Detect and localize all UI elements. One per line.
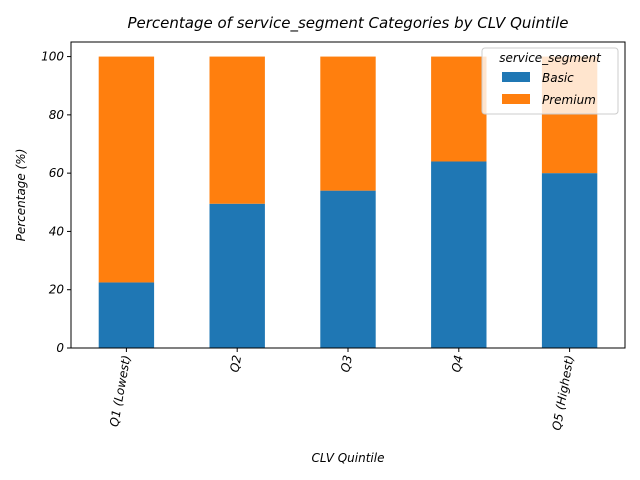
bar-basic-5	[541, 173, 598, 348]
legend-label-basic: Basic	[542, 71, 574, 85]
y-axis-label: Percentage (%)	[14, 149, 28, 242]
bar-basic-3	[320, 190, 376, 348]
legend-swatch-premium	[502, 94, 530, 104]
bar-premium-1	[98, 56, 155, 283]
x-axis-label: CLV Quintile	[312, 451, 385, 465]
bar-premium-3	[320, 56, 376, 191]
legend-swatch-basic	[502, 72, 530, 82]
y-tick-label: 20	[49, 283, 65, 297]
y-tick-label: 0	[56, 341, 64, 355]
plot-frame	[70, 41, 626, 349]
legend-title: service_segment	[499, 51, 602, 65]
bar-basic-4	[431, 161, 487, 348]
x-tick-label: Q2	[227, 354, 244, 373]
bars-group	[98, 56, 598, 348]
y-tick-label: 100	[41, 50, 64, 64]
x-tick-label: Q5 (Highest)	[550, 354, 577, 431]
x-tick-label: Q3	[338, 354, 355, 373]
bar-premium-4	[431, 56, 487, 162]
x-tick-label: Q1 (Lowest)	[107, 354, 133, 428]
bar-basic-1	[98, 282, 155, 348]
x-tick-label: Q4	[449, 354, 466, 373]
y-tick-label: 40	[49, 224, 65, 238]
y-tick-label: 60	[49, 166, 65, 180]
y-tick-label: 80	[49, 108, 65, 122]
y-axis: 0 20 40 60 80 100	[41, 50, 71, 355]
legend-items: Basic Premium	[502, 71, 596, 107]
bar-basic-2	[209, 203, 265, 348]
legend-label-premium: Premium	[542, 93, 596, 107]
bar-premium-2	[209, 56, 265, 204]
legend: service_segment Basic Premium	[481, 47, 619, 115]
x-axis: Q1 (Lowest) Q2 Q3 Q4 Q5 (Highest)	[107, 348, 577, 432]
chart-title: Percentage of service_segment Categories…	[127, 14, 568, 33]
